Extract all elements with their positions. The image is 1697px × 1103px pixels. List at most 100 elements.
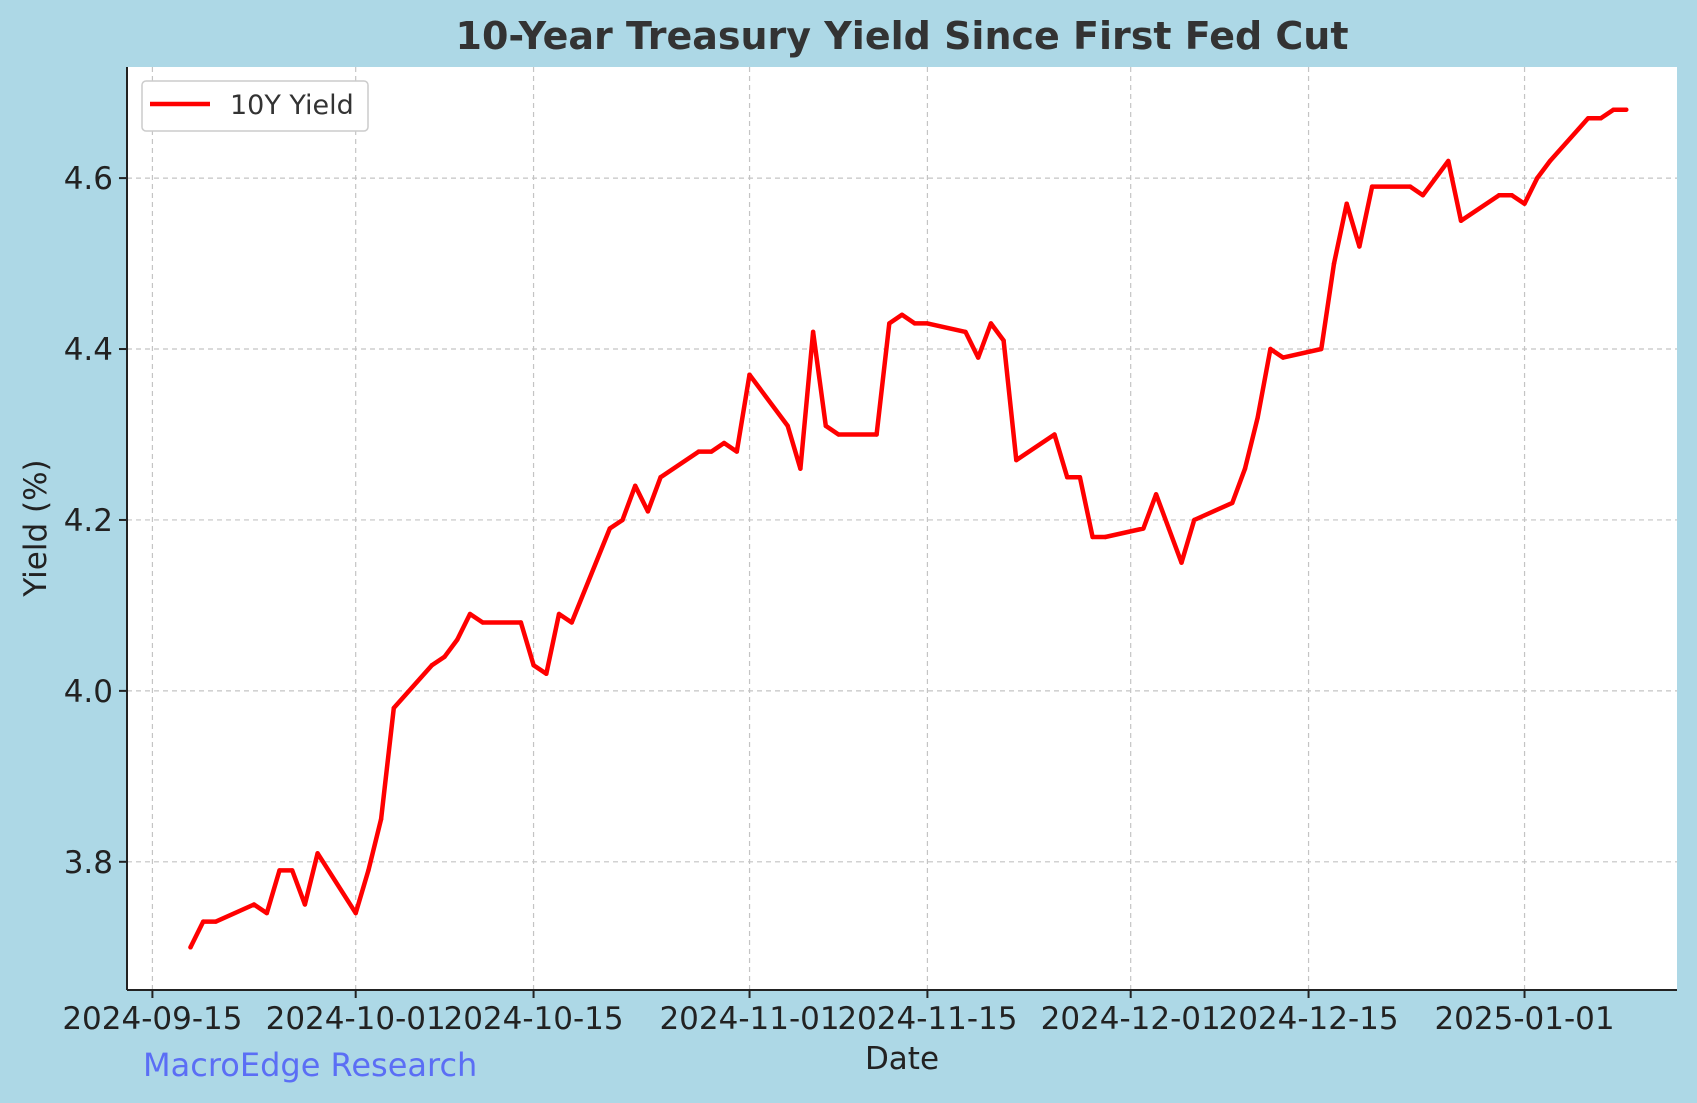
data-point — [467, 611, 473, 617]
data-point — [607, 526, 612, 531]
data-point — [1192, 517, 1197, 523]
x-tick-label: 2024-11-01 — [659, 1001, 839, 1037]
data-point — [1509, 193, 1515, 198]
data-point — [887, 321, 892, 326]
data-point — [213, 919, 219, 924]
data-point — [201, 919, 206, 924]
x-tick-label: 2024-09-15 — [62, 1001, 242, 1037]
data-point — [1344, 201, 1349, 206]
data-point — [1331, 261, 1337, 266]
data-point — [1001, 338, 1006, 343]
data-point — [429, 663, 435, 668]
data-point — [1242, 466, 1248, 471]
data-point — [251, 902, 257, 907]
data-point — [188, 945, 193, 950]
data-point — [810, 329, 816, 335]
data-point — [556, 611, 562, 617]
data-point — [1420, 193, 1426, 198]
data-point — [798, 466, 803, 471]
data-point — [1585, 116, 1591, 121]
data-point — [1230, 500, 1235, 506]
data-point — [1090, 534, 1095, 540]
data-point — [925, 321, 930, 326]
data-point — [1598, 116, 1604, 121]
data-point — [1458, 218, 1464, 223]
data-point — [1446, 158, 1451, 164]
data-point — [1052, 432, 1057, 437]
data-point — [658, 475, 663, 480]
data-point — [1547, 158, 1553, 164]
series-layer — [188, 107, 1629, 950]
data-point — [1179, 560, 1184, 565]
grid-layer — [127, 67, 1677, 990]
data-point — [963, 329, 968, 335]
data-point — [620, 517, 625, 523]
data-point — [785, 423, 790, 429]
data-point — [734, 449, 739, 454]
data-point — [1153, 492, 1159, 497]
data-point — [1357, 244, 1362, 249]
legend-box — [141, 80, 369, 132]
chart-title: 10-Year Treasury Yield Since First Fed C… — [456, 14, 1349, 58]
data-point — [1141, 526, 1146, 531]
data-point — [1255, 415, 1260, 420]
x-tick-label: 2024-11-15 — [837, 1001, 1017, 1037]
data-point — [899, 312, 905, 317]
legend-label-10y-yield: 10Y Yield — [230, 90, 354, 121]
data-point — [480, 620, 485, 625]
data-point — [823, 423, 828, 429]
y-tick-label: 4.2 — [64, 503, 113, 539]
data-point — [290, 868, 295, 873]
data-point — [912, 321, 917, 326]
y-tick-label: 3.8 — [64, 845, 113, 881]
y-tick-label: 4.4 — [64, 332, 113, 368]
data-point — [1319, 346, 1324, 352]
x-tick-label: 2024-10-01 — [266, 1001, 446, 1037]
data-point — [836, 432, 841, 437]
source-watermark: MacroEdge Research — [143, 1046, 477, 1084]
data-point — [1103, 534, 1108, 540]
data-point — [378, 816, 384, 822]
y-axis-label: Yield (%) — [18, 459, 54, 597]
x-tick-label: 2024-12-01 — [1041, 1001, 1221, 1037]
data-point — [1535, 175, 1540, 181]
data-point — [1496, 193, 1502, 198]
data-point — [709, 449, 714, 454]
data-point — [544, 671, 549, 676]
data-point — [988, 321, 994, 326]
data-point — [645, 509, 651, 514]
data-point — [277, 868, 282, 873]
data-point — [1522, 201, 1527, 206]
data-point — [976, 355, 981, 360]
data-point — [874, 432, 879, 437]
x-tick-label: 2024-12-15 — [1218, 1001, 1398, 1037]
x-tick-label: 2025-01-01 — [1434, 1001, 1614, 1037]
data-point — [569, 620, 574, 625]
data-point — [366, 868, 371, 873]
y-tick-label: 4.6 — [64, 161, 113, 197]
data-point — [531, 663, 536, 668]
data-point — [518, 620, 524, 625]
data-point — [1077, 475, 1083, 480]
data-point — [1065, 475, 1070, 480]
data-point — [1268, 346, 1273, 352]
data-point — [721, 440, 727, 446]
data-point — [1369, 184, 1375, 189]
data-point — [1280, 355, 1286, 360]
legend: 10Y Yield — [141, 80, 369, 132]
data-point — [1408, 184, 1413, 189]
data-point — [1166, 526, 1172, 531]
x-tick-label: 2024-10-15 — [443, 1001, 623, 1037]
plot-area — [127, 67, 1677, 990]
data-point — [302, 902, 308, 907]
data-point — [442, 654, 447, 659]
data-point — [747, 372, 752, 377]
data-point — [696, 449, 701, 454]
x-axis-label: Date — [865, 1041, 939, 1077]
data-point — [1014, 457, 1019, 463]
data-point — [1611, 107, 1616, 112]
data-point — [1624, 107, 1629, 112]
data-point — [264, 910, 269, 916]
